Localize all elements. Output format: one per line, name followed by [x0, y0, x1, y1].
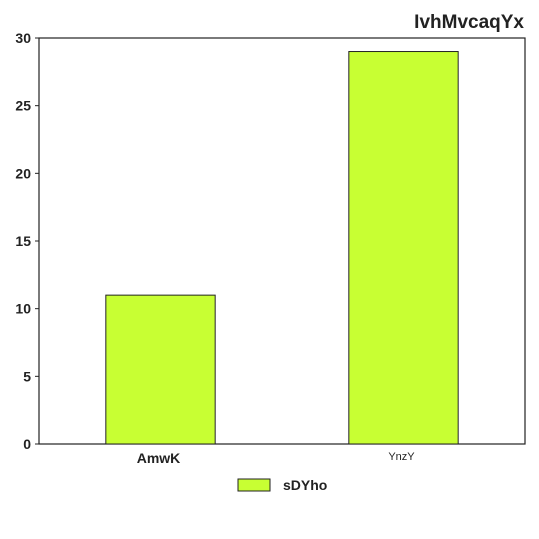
y-tick-label: 25: [15, 98, 31, 114]
bar-ynzy: [348, 51, 459, 445]
x-tick-label: YnzY: [388, 451, 415, 463]
y-tick-label: 20: [15, 165, 31, 181]
bar-amwk: [105, 294, 216, 445]
legend-label-sdyho: sDYho: [283, 477, 327, 493]
y-tick-label: 15: [15, 233, 31, 249]
legend-swatch-sdyho: [237, 478, 271, 492]
bars: [105, 51, 459, 445]
y-tick-label: 5: [23, 368, 31, 384]
y-tick-label: 30: [15, 30, 31, 46]
legend: sDYho: [237, 477, 327, 493]
x-tick-label: AmwK: [137, 450, 181, 466]
y-tick-label: 0: [23, 436, 31, 452]
chart-title: IvhMvcaqYx: [414, 12, 524, 33]
y-axis-ticks: 0 5 10 15 20 25 30: [15, 30, 39, 452]
x-axis-ticks: AmwK YnzY: [137, 450, 416, 466]
y-tick-label: 10: [15, 301, 31, 317]
